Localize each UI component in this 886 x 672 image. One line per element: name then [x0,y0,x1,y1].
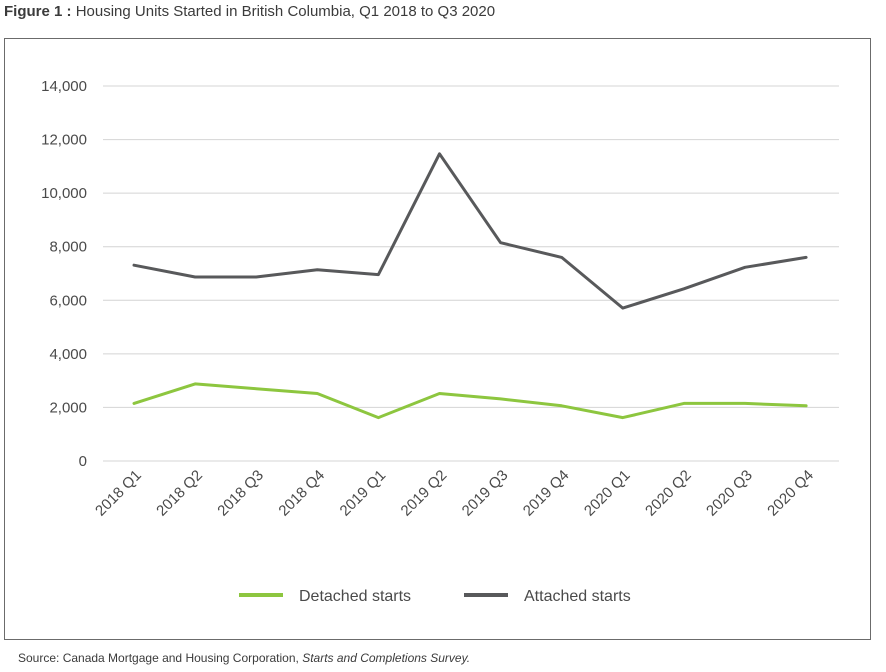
chart-frame: 0 2,000 4,000 6,000 8,000 10,000 12,000 14,000 2… [4,38,871,640]
series-line-attached-starts [132,152,808,310]
source-publication: Starts and Completions Survey. [302,651,471,665]
y-tick-label: 14,000 [41,78,87,95]
y-tick-label: 4,000 [49,346,87,363]
x-tick-label: 2018 Q4 [275,467,328,520]
legend-label: Detached starts [299,588,411,605]
x-tick-label: 2020 Q3 [703,467,756,520]
source-note: Source: Canada Mortgage and Housing Corp… [18,651,470,665]
x-tick-label: 2020 Q1 [581,467,634,520]
x-tick-label: 2018 Q2 [153,467,206,520]
y-tick-label: 10,000 [41,185,87,202]
y-tick-label: 2,000 [49,399,87,416]
y-tick-label: 12,000 [41,132,87,149]
x-tick-label: 2018 Q3 [214,467,267,520]
legend-label: Attached starts [524,588,631,605]
x-tick-label: 2019 Q4 [520,467,573,520]
x-tick-label: 2019 Q2 [398,467,451,520]
line-chart: 0 2,000 4,000 6,000 8,000 10,000 12,000 14,000 2… [41,78,839,605]
x-tick-label: 2020 Q2 [642,467,695,520]
figure-title-text: Housing Units Started in British Columbi… [75,3,496,20]
x-tick-label: 2018 Q1 [92,467,145,520]
series-line-detached-starts [132,382,808,420]
y-tick-label: 0 [79,453,87,470]
y-tick-label: 6,000 [49,292,87,309]
x-tick-label: 2019 Q3 [459,467,512,520]
figure-title: Figure 1 : Housing Units Started in Brit… [4,3,495,20]
figure-label: Figure 1 : [4,3,72,20]
source-prefix: Source: Canada Mortgage and Housing Corp… [18,651,303,665]
x-tick-label: 2020 Q4 [764,467,817,520]
x-tick-label: 2019 Q1 [337,467,390,520]
y-tick-label: 8,000 [49,239,87,256]
